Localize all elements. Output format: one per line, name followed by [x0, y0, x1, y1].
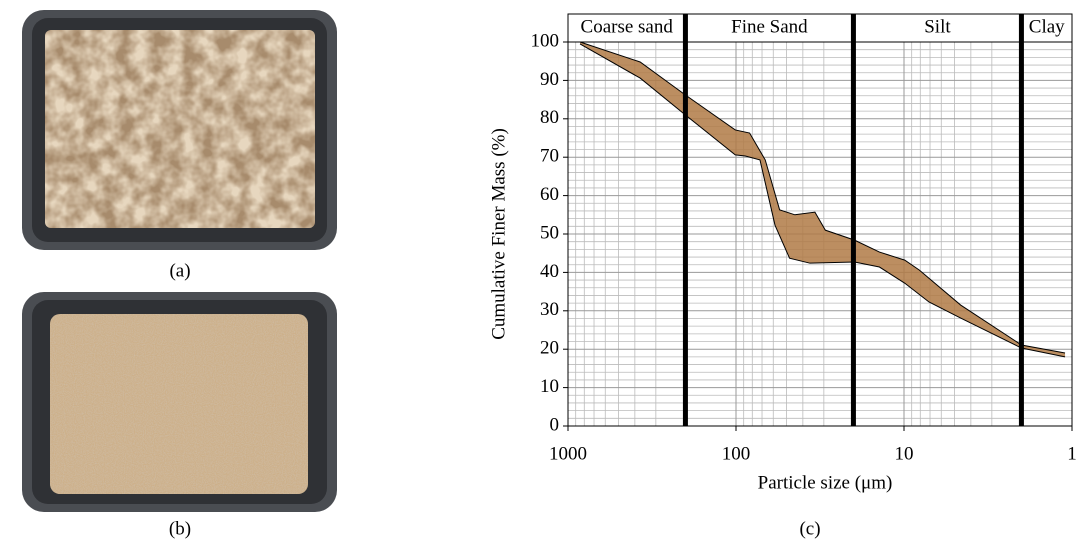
x-axis-label: Particle size (μm)	[758, 472, 893, 493]
zone-label: Fine Sand	[731, 16, 808, 37]
sand-texture	[50, 314, 308, 494]
y-axis-label: Cumulative Finer Mass (%)	[488, 128, 509, 340]
panel-label: (b)	[169, 518, 191, 539]
chart: 0 10 20 30 40 50 60 70 80 90 100 1000 100 10 1 Coarse s…	[488, 14, 1076, 493]
y-tick-label: 20	[540, 338, 559, 359]
y-tick-label: 0	[550, 414, 560, 435]
zone-label: Silt	[924, 16, 951, 37]
x-tick-label: 1	[1067, 443, 1077, 464]
y-tick-label: 50	[540, 222, 559, 243]
soil-texture	[45, 30, 315, 228]
y-tick-label: 30	[540, 299, 559, 320]
y-tick-label: 10	[540, 376, 559, 397]
y-tick-label: 40	[540, 261, 559, 282]
zone-label: Clay	[1029, 16, 1065, 37]
page: (a) (b) (c) 0 10 20 30 40 50 60 70 80 90 100 1000 10…	[0, 0, 1081, 548]
y-tick-label: 70	[540, 146, 559, 167]
zone-label: Coarse sand	[581, 16, 674, 37]
band-area	[580, 42, 1065, 357]
panel-label: (a)	[169, 260, 190, 281]
y-tick-label: 80	[540, 107, 559, 128]
y-tick-label: 60	[540, 184, 559, 205]
x-tick-label: 100	[722, 443, 751, 464]
x-tick-label: 10	[895, 443, 914, 464]
y-tick-label: 100	[531, 30, 560, 51]
y-tick-label: 90	[540, 69, 559, 90]
panel-label: (c)	[799, 518, 820, 539]
figure: (a) (b) (c) 0 10 20 30 40 50 60 70 80 90 100 1000 10…	[0, 0, 1081, 543]
x-tick-label: 1000	[549, 443, 587, 464]
band-edge	[580, 44, 1065, 357]
